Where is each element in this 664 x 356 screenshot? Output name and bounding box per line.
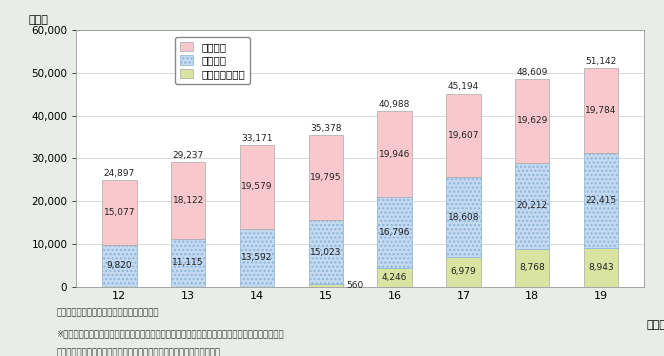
- Bar: [446, 177, 481, 257]
- Bar: [240, 229, 274, 287]
- Text: 35,378: 35,378: [310, 124, 341, 133]
- Text: （人）: （人）: [28, 15, 48, 25]
- Bar: [309, 135, 343, 220]
- Bar: [515, 79, 549, 163]
- Text: 22,415: 22,415: [586, 196, 617, 205]
- Bar: [584, 68, 618, 153]
- Bar: [171, 239, 205, 287]
- Bar: [515, 163, 549, 249]
- Text: 4,246: 4,246: [382, 273, 407, 282]
- Bar: [584, 153, 618, 248]
- Text: 8,943: 8,943: [588, 263, 614, 272]
- Text: 18,608: 18,608: [448, 213, 479, 221]
- Text: 51,142: 51,142: [586, 57, 617, 66]
- Text: 24,897: 24,897: [104, 169, 135, 178]
- Bar: [584, 248, 618, 287]
- Text: 15,023: 15,023: [310, 248, 341, 257]
- Text: 19,784: 19,784: [586, 106, 617, 115]
- Text: 48,609: 48,609: [517, 68, 548, 77]
- Bar: [309, 220, 343, 284]
- Bar: [377, 111, 412, 197]
- Text: 6,979: 6,979: [451, 267, 476, 276]
- Text: 19,795: 19,795: [310, 173, 341, 182]
- Bar: [377, 268, 412, 287]
- Text: 18,122: 18,122: [173, 196, 204, 205]
- Bar: [102, 180, 137, 245]
- Legend: 修士課程, 博士課程, 専門職学位課程: 修士課程, 博士課程, 専門職学位課程: [175, 37, 250, 84]
- Bar: [309, 284, 343, 287]
- Text: （年度）: （年度）: [647, 320, 664, 330]
- Text: 45,194: 45,194: [448, 82, 479, 91]
- Text: ※修士課程　修士課程及び博士前期課程（医・歯学及び獣医学を除く一貫制博士課程を含む。）｜: ※修士課程 修士課程及び博士前期課程（医・歯学及び獣医学を除く一貫制博士課程を含…: [56, 329, 284, 338]
- Bar: [515, 249, 549, 287]
- Text: 資料：学校基本調査（各年度５月１日現在）: 資料：学校基本調査（各年度５月１日現在）: [56, 308, 159, 317]
- Text: 560: 560: [347, 281, 364, 290]
- Text: 9,820: 9,820: [106, 261, 132, 270]
- Text: 29,237: 29,237: [173, 151, 204, 159]
- Text: 博士課程　博士後期課程（医・歯学及び獣医学の博士課程を含む）｜: 博士課程 博士後期課程（医・歯学及び獣医学の博士課程を含む）｜: [56, 348, 220, 356]
- Text: 8,768: 8,768: [519, 263, 545, 272]
- Text: 15,077: 15,077: [104, 208, 135, 217]
- Text: 19,607: 19,607: [448, 131, 479, 140]
- Bar: [446, 257, 481, 287]
- Bar: [377, 197, 412, 268]
- Text: 16,796: 16,796: [379, 228, 410, 237]
- Bar: [446, 94, 481, 177]
- Bar: [240, 145, 274, 229]
- Text: 13,592: 13,592: [241, 253, 273, 262]
- Text: 20,212: 20,212: [517, 201, 548, 210]
- Text: 19,579: 19,579: [241, 182, 273, 191]
- Text: 11,115: 11,115: [173, 258, 204, 267]
- Bar: [171, 162, 205, 239]
- Text: 40,988: 40,988: [379, 100, 410, 109]
- Text: 19,629: 19,629: [517, 116, 548, 125]
- Text: 33,171: 33,171: [241, 134, 273, 143]
- Text: 19,946: 19,946: [379, 150, 410, 158]
- Bar: [102, 245, 137, 287]
